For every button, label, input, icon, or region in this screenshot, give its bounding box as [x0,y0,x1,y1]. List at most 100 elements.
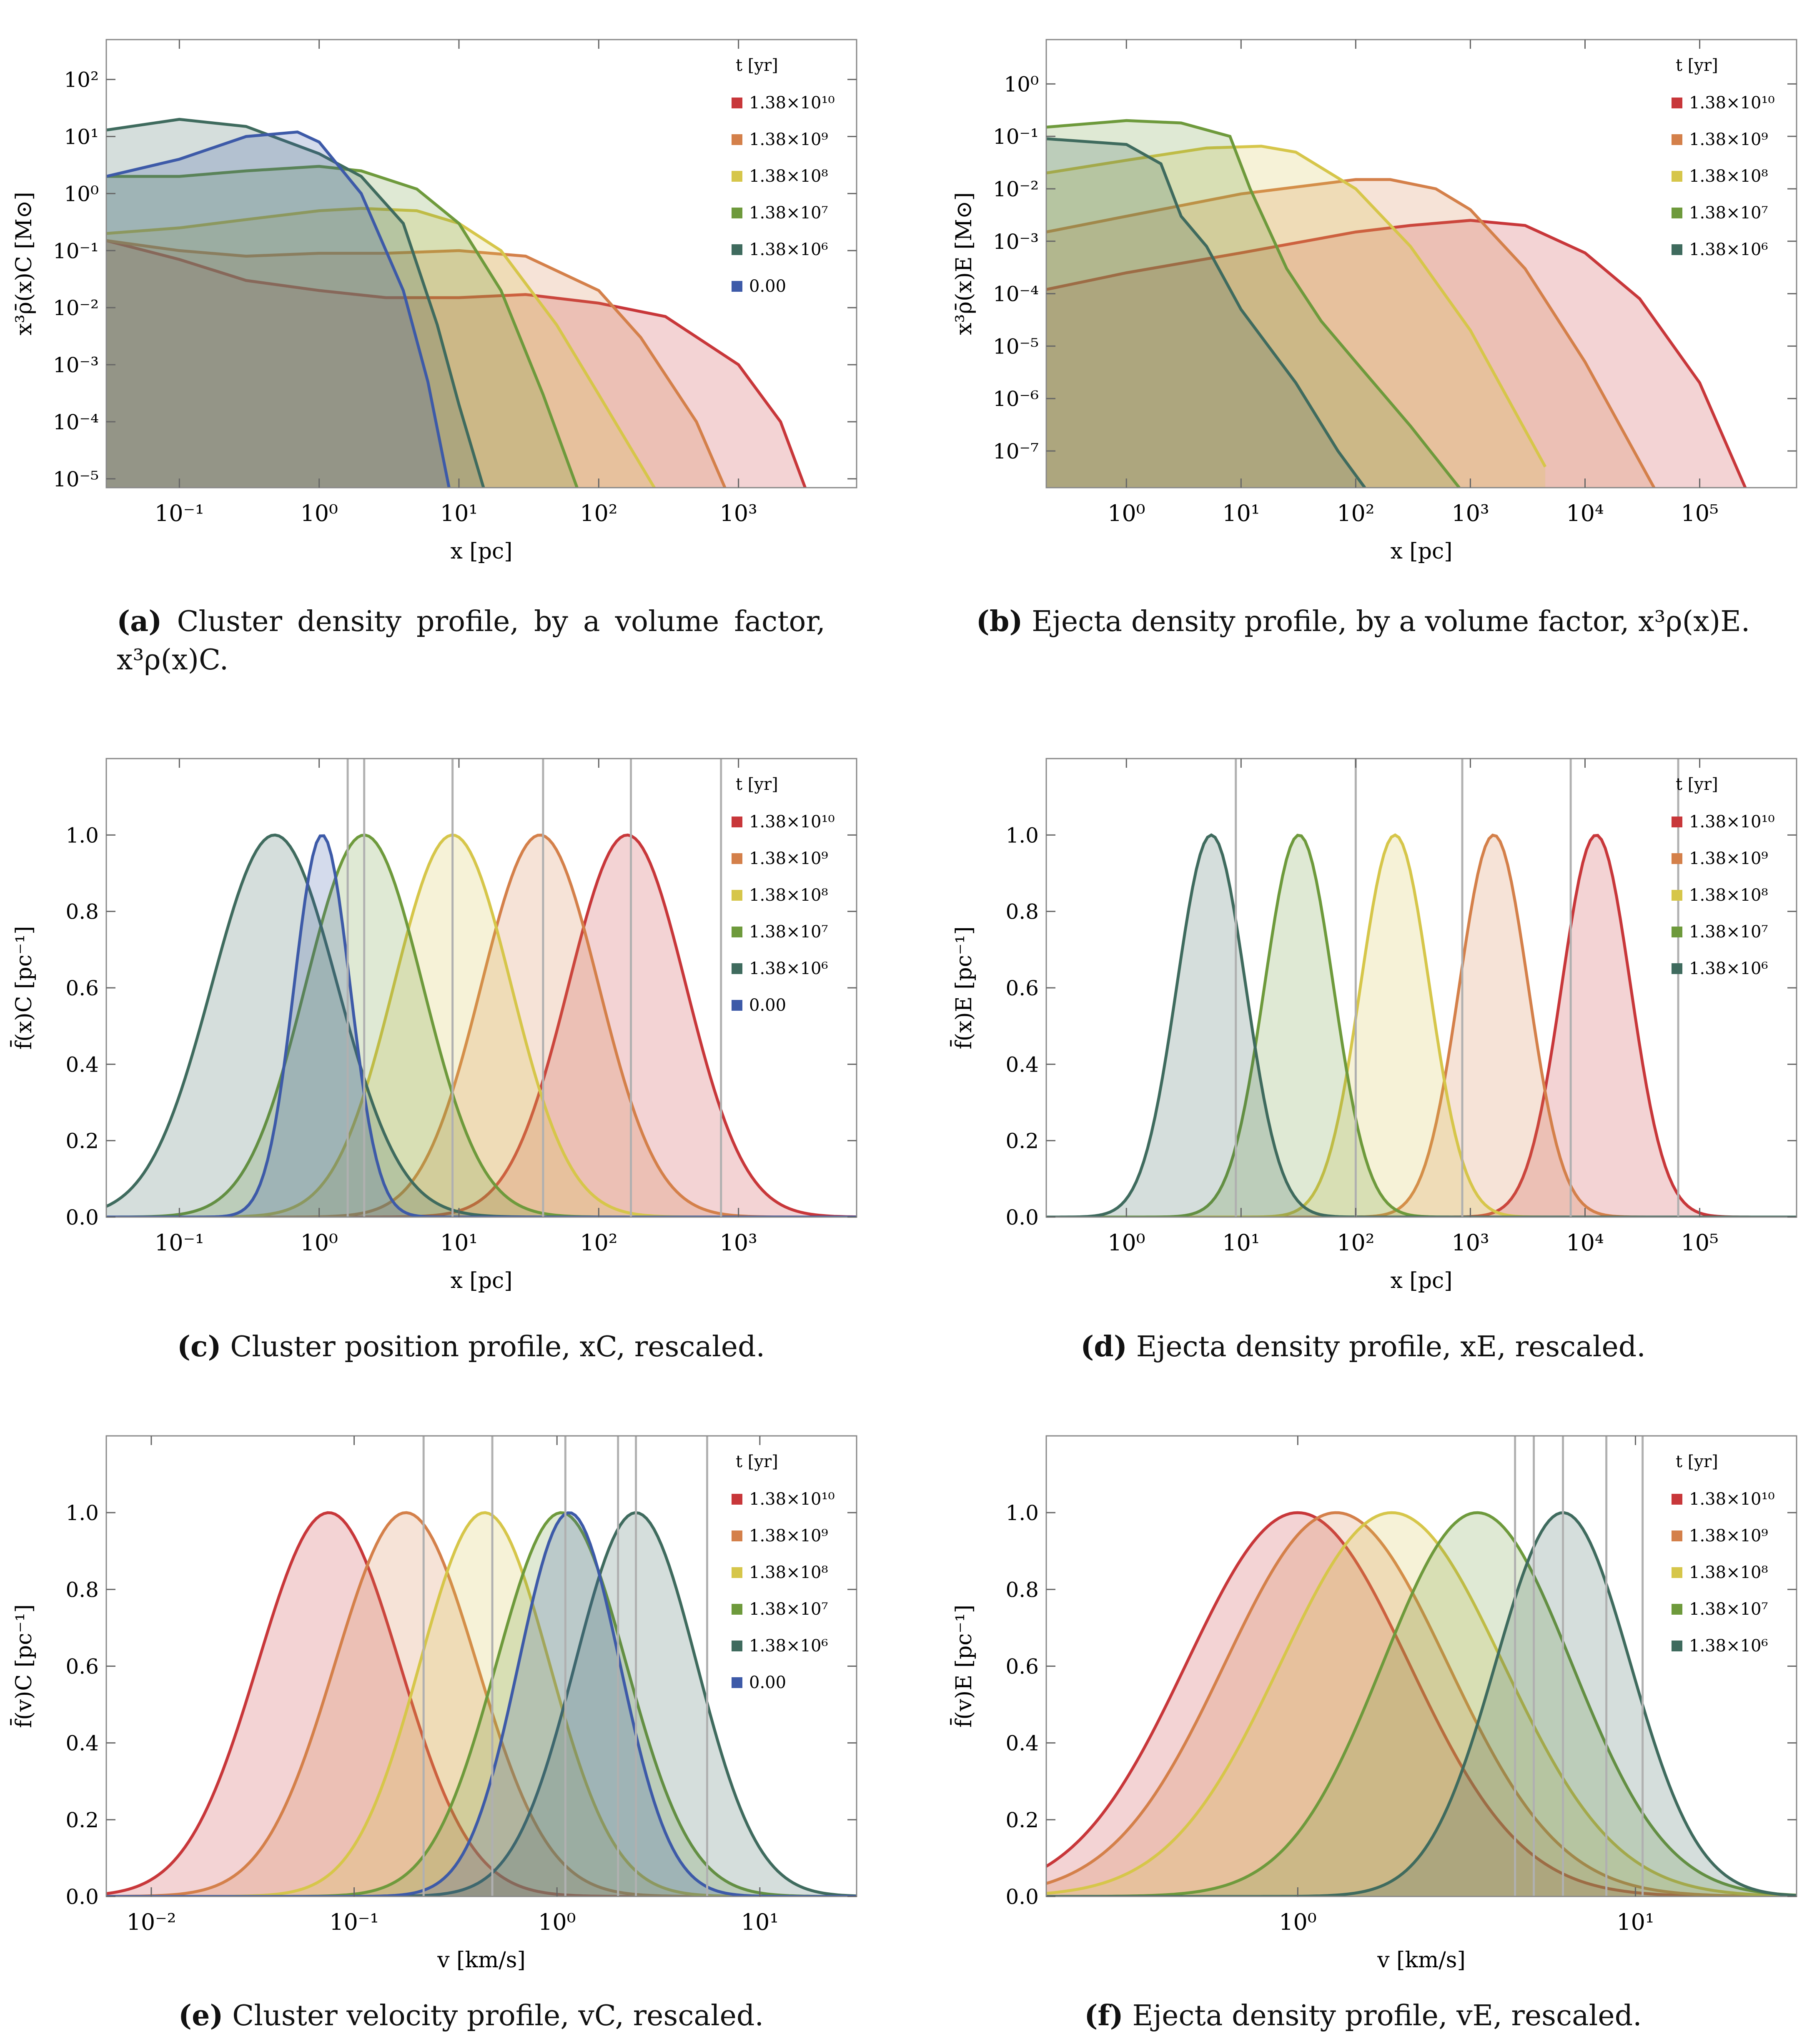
legend-label-d-0: 1.38×10¹⁰ [1689,812,1775,832]
legend-swatch-b-1 [1672,134,1682,145]
x-tick-label-c-0: 10⁻¹ [155,1230,204,1256]
series-area-b-0 [1046,220,1745,488]
legend-swatch-a-1 [732,134,742,145]
legend-label-e-2: 1.38×10⁸ [749,1563,828,1582]
x-tick-label-c-2: 10¹ [440,1230,478,1256]
y-tick-label-c-0: 0.0 [65,1205,99,1230]
y-tick-label-e-2: 0.4 [65,1731,99,1756]
legend-label-f-3: 1.38×10⁷ [1689,1600,1768,1619]
y-tick-label-f-4: 0.8 [1005,1578,1039,1602]
y-axis-label-f: f̄(v)E [pc⁻¹] [950,1605,977,1728]
legend-label-b-4: 1.38×10⁶ [1689,240,1768,259]
y-tick-label-c-1: 0.2 [65,1129,99,1153]
x-tick-label-b-2: 10² [1337,500,1374,526]
y-tick-label-e-1: 0.2 [65,1808,99,1832]
x-tick-label-e-0: 10⁻² [127,1909,176,1935]
y-axis-label-b: x³ρ̄(x)E [M⊙] [952,192,977,335]
series-area-e-1 [106,1513,857,1896]
y-tick-label-d-4: 0.8 [1005,900,1039,924]
x-tick-label-e-3: 10¹ [741,1909,779,1935]
x-tick-label-b-0: 10⁰ [1108,500,1145,526]
series-line-d-4 [1046,833,1797,1217]
legend-label-f-4: 1.38×10⁶ [1689,1636,1768,1656]
legend-swatch-c-4 [732,963,742,974]
legend-label-b-3: 1.38×10⁷ [1689,203,1768,223]
x-tick-label-d-5: 10⁵ [1681,1230,1718,1256]
legend-swatch-c-3 [732,927,742,937]
x-axis-label-c: x [pc] [451,1268,513,1293]
series-line-e-3 [106,1511,857,1896]
legend-label-a-1: 1.38×10⁹ [749,130,828,149]
series-line-c-3 [106,833,857,1217]
series-area-d-4 [1046,835,1797,1217]
series-area-c-0 [106,835,857,1217]
legend-swatch-e-3 [732,1604,742,1615]
panel-b: 10⁰ 10¹ 10² 10³ 10⁴ 10⁵ 10⁻⁷ 10⁻⁶ 10⁻⁵ 10⁻⁴ 10⁻³ 10… [952,39,1797,564]
series-area-c-2 [106,835,857,1217]
y-tick-label-e-3: 0.6 [65,1655,99,1679]
series-area-a-5 [106,132,449,488]
y-tick-label-c-4: 0.8 [65,900,99,924]
legend-title-a: t [yr] [736,56,778,75]
legend-label-d-3: 1.38×10⁷ [1689,922,1768,942]
y-tick-label-c-3: 0.6 [65,976,99,1000]
series-line-e-5 [106,1511,857,1896]
legend-label-a-4: 1.38×10⁶ [749,240,828,259]
legend-swatch-d-2 [1672,890,1682,901]
x-tick-label-a-2: 10¹ [440,500,478,526]
y-tick-label-d-5: 1.0 [1005,823,1039,847]
legend-title-f: t [yr] [1676,1452,1718,1471]
panel-d: 10⁰ 10¹ 10² 10³ 10⁴ 10⁵ 0.0 0.2 0.4 0.6 0.8 1.0 x [p… [950,758,1797,1293]
legend-label-c-2: 1.38×10⁸ [749,886,828,905]
legend-swatch-f-1 [1672,1530,1682,1541]
legend-swatch-c-2 [732,890,742,901]
series-line-b-1 [1046,178,1656,488]
x-axis-label-a: x [pc] [451,539,513,564]
series-line-b-2 [1046,145,1547,468]
plot-area-f [1046,1436,1797,1896]
y-tick-label-b-3: 10⁻⁴ [993,282,1039,306]
legend-title-e: t [yr] [736,1452,778,1471]
legend-label-f-1: 1.38×10⁹ [1689,1526,1768,1546]
legend-swatch-c-5 [732,1000,742,1011]
y-tick-label-d-2: 0.4 [1005,1052,1039,1077]
series-line-b-0 [1046,219,1747,488]
legend-label-c-1: 1.38×10⁹ [749,849,828,868]
x-tick-label-b-5: 10⁵ [1681,500,1718,526]
series-line-e-1 [106,1511,857,1896]
plot-area-c [106,759,857,1217]
x-tick-label-d-3: 10³ [1451,1230,1489,1256]
series-line-a-5 [106,130,451,488]
panel-e: 10⁻² 10⁻¹ 10⁰ 10¹ 0.0 0.2 0.4 0.6 0.8 1.0 v [km/s]… [10,1435,857,1973]
frame-b [1045,39,1797,488]
series-line-c-5 [106,834,857,1217]
series-area-d-2 [1046,835,1797,1217]
series-area-d-0 [1046,835,1797,1217]
caption-a: (a) Cluster density profile, by a volume… [117,605,825,676]
legend-label-d-4: 1.38×10⁶ [1689,959,1768,978]
series-line-e-0 [106,1511,857,1896]
y-axis-label-d: f̄(x)E [pc⁻¹] [950,927,977,1050]
series-area-a-2 [106,208,654,488]
y-tick-label-f-2: 0.4 [1005,1731,1039,1756]
series-line-a-2 [106,207,656,488]
series-area-b-3 [1046,120,1459,488]
legend-title-d: t [yr] [1676,775,1718,794]
series-area-c-1 [106,835,857,1217]
legend-label-a-5: 0.00 [749,277,786,296]
legend-label-c-0: 1.38×10¹⁰ [749,812,835,832]
legend-label-e-3: 1.38×10⁷ [749,1600,828,1619]
series-line-f-3 [1046,1511,1797,1896]
legend-swatch-f-4 [1672,1641,1682,1651]
y-axis-label-c: f̄(x)C [pc⁻¹] [10,926,37,1050]
series-line-a-0 [106,239,807,488]
legend-label-c-4: 1.38×10⁶ [749,959,828,978]
y-tick-label-b-2: 10⁻⁵ [993,334,1039,358]
x-tick-label-c-3: 10² [580,1230,617,1256]
y-tick-label-d-1: 0.2 [1005,1129,1039,1153]
legend-swatch-e-4 [732,1641,742,1651]
x-axis-label-e: v [km/s] [437,1948,526,1973]
series-area-e-2 [106,1513,857,1896]
series-area-f-2 [1046,1513,1797,1896]
